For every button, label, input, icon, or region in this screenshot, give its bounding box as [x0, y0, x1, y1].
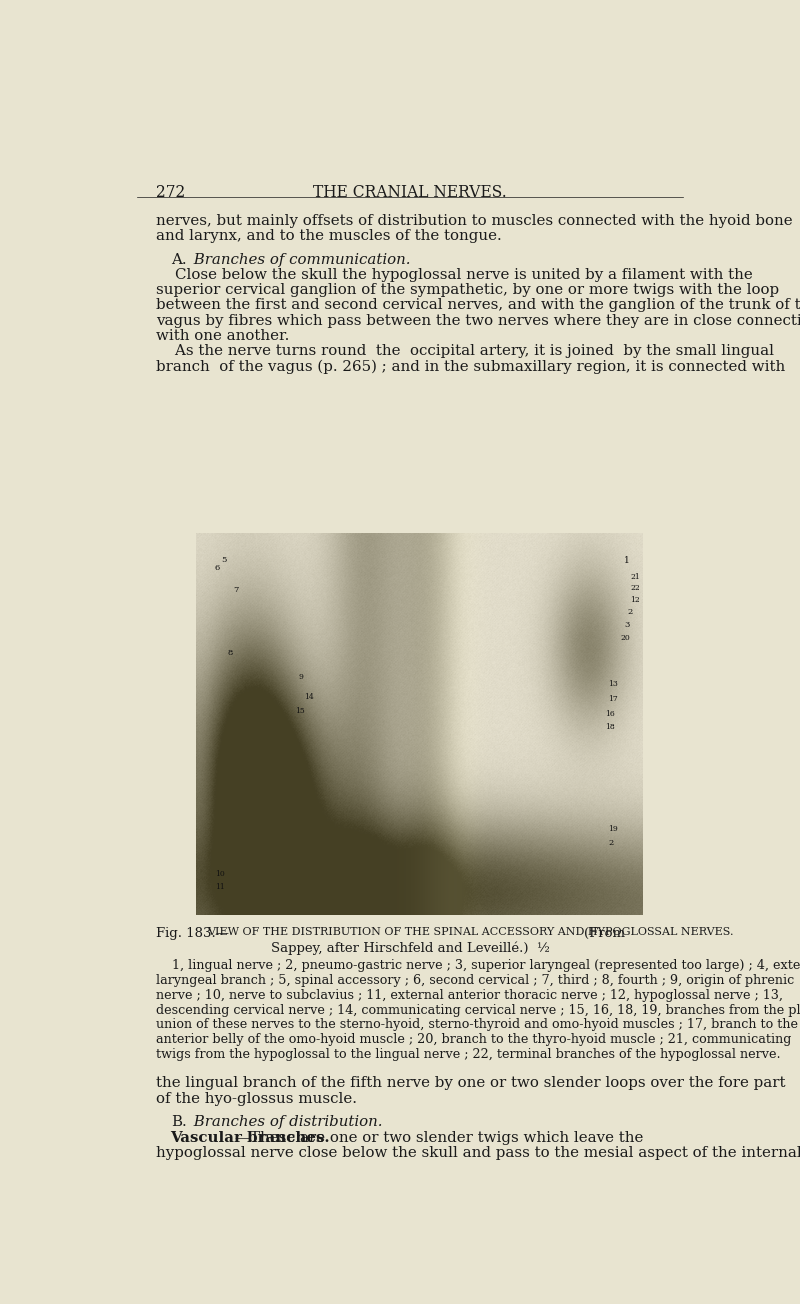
Text: 10: 10 — [214, 870, 225, 879]
Text: 6: 6 — [214, 565, 220, 572]
Text: hypoglossal nerve close below the skull and pass to the mesial aspect of the int: hypoglossal nerve close below the skull … — [156, 1146, 800, 1159]
Text: 272: 272 — [156, 184, 185, 201]
Text: 21: 21 — [630, 574, 640, 582]
Text: superior cervical ganglion of the sympathetic, by one or more twigs with the loo: superior cervical ganglion of the sympat… — [156, 283, 779, 297]
Text: 13: 13 — [608, 679, 618, 687]
Text: 20: 20 — [621, 635, 630, 643]
Text: 1, lingual nerve ; 2, pneumo-gastric nerve ; 3, superior laryngeal (represented : 1, lingual nerve ; 2, pneumo-gastric ner… — [156, 958, 800, 971]
Text: with one another.: with one another. — [156, 329, 289, 343]
Text: A.: A. — [171, 253, 187, 266]
Text: THE CRANIAL NERVES.: THE CRANIAL NERVES. — [313, 184, 507, 201]
Text: Close below the skull the hypoglossal nerve is united by a filament with the: Close below the skull the hypoglossal ne… — [156, 267, 753, 282]
Text: Branches of distribution.: Branches of distribution. — [189, 1115, 382, 1129]
Text: Branches of communication.: Branches of communication. — [189, 253, 410, 266]
Text: 2: 2 — [608, 840, 614, 848]
Text: and larynx, and to the muscles of the tongue.: and larynx, and to the muscles of the to… — [156, 230, 502, 243]
Text: 17: 17 — [608, 695, 618, 703]
Text: 14: 14 — [305, 692, 314, 700]
Text: 5: 5 — [221, 556, 226, 565]
Text: 9: 9 — [298, 673, 303, 681]
Text: 15: 15 — [295, 707, 305, 715]
Text: branch  of the vagus (p. 265) ; and in the submaxillary region, it is connected : branch of the vagus (p. 265) ; and in th… — [156, 360, 785, 374]
Text: 3: 3 — [624, 622, 630, 630]
Text: —These are one or two slender twigs which leave the: —These are one or two slender twigs whic… — [235, 1131, 643, 1145]
Text: 8: 8 — [227, 649, 233, 657]
Text: Vascular branches.: Vascular branches. — [170, 1131, 330, 1145]
Text: VIEW OF THE DISTRIBUTION OF THE SPINAL ACCESSORY AND HYPOGLOSSAL NERVES.: VIEW OF THE DISTRIBUTION OF THE SPINAL A… — [206, 927, 733, 936]
Text: of the hyo-glossus muscle.: of the hyo-glossus muscle. — [156, 1091, 357, 1106]
Text: 16: 16 — [606, 709, 615, 717]
Text: Sappey, after Hirschfeld and Leveillé.)  ½: Sappey, after Hirschfeld and Leveillé.) … — [270, 941, 550, 955]
Text: 7: 7 — [234, 587, 238, 595]
Text: (From: (From — [584, 927, 625, 940]
Text: descending cervical nerve ; 14, communicating cervical nerve ; 15, 16, 18, 19, b: descending cervical nerve ; 14, communic… — [156, 1004, 800, 1017]
Text: nerve ; 10, nerve to subclavius ; 11, external anterior thoracic nerve ; 12, hyp: nerve ; 10, nerve to subclavius ; 11, ex… — [156, 988, 782, 1001]
Text: the lingual branch of the fifth nerve by one or two slender loops over the fore : the lingual branch of the fifth nerve by… — [156, 1076, 786, 1090]
Text: 19: 19 — [608, 825, 618, 833]
Text: twigs from the hypoglossal to the lingual nerve ; 22, terminal branches of the h: twigs from the hypoglossal to the lingua… — [156, 1048, 781, 1061]
Text: 22: 22 — [630, 584, 640, 592]
Text: between the first and second cervical nerves, and with the ganglion of the trunk: between the first and second cervical ne… — [156, 299, 800, 313]
Text: 2: 2 — [627, 609, 632, 617]
Text: 1: 1 — [624, 556, 630, 565]
Text: anterior belly of the omo-hyoid muscle ; 20, branch to the thyro-hyoid muscle ; : anterior belly of the omo-hyoid muscle ;… — [156, 1034, 791, 1046]
Text: 12: 12 — [630, 596, 640, 604]
Text: B.: B. — [171, 1115, 187, 1129]
Text: 11: 11 — [214, 883, 225, 892]
Text: Fig. 183.—: Fig. 183.— — [156, 927, 229, 940]
Text: As the nerve turns round  the  occipital artery, it is joined  by the small ling: As the nerve turns round the occipital a… — [156, 344, 774, 359]
Text: vagus by fibres which pass between the two nerves where they are in close connec: vagus by fibres which pass between the t… — [156, 314, 800, 327]
Text: laryngeal branch ; 5, spinal accessory ; 6, second cervical ; 7, third ; 8, four: laryngeal branch ; 5, spinal accessory ;… — [156, 974, 794, 987]
Text: union of these nerves to the sterno-hyoid, sterno-thyroid and omo-hyoid muscles : union of these nerves to the sterno-hyoi… — [156, 1018, 798, 1031]
Text: nerves, but mainly offsets of distribution to muscles connected with the hyoid b: nerves, but mainly offsets of distributi… — [156, 214, 793, 228]
Text: 18: 18 — [606, 722, 615, 730]
